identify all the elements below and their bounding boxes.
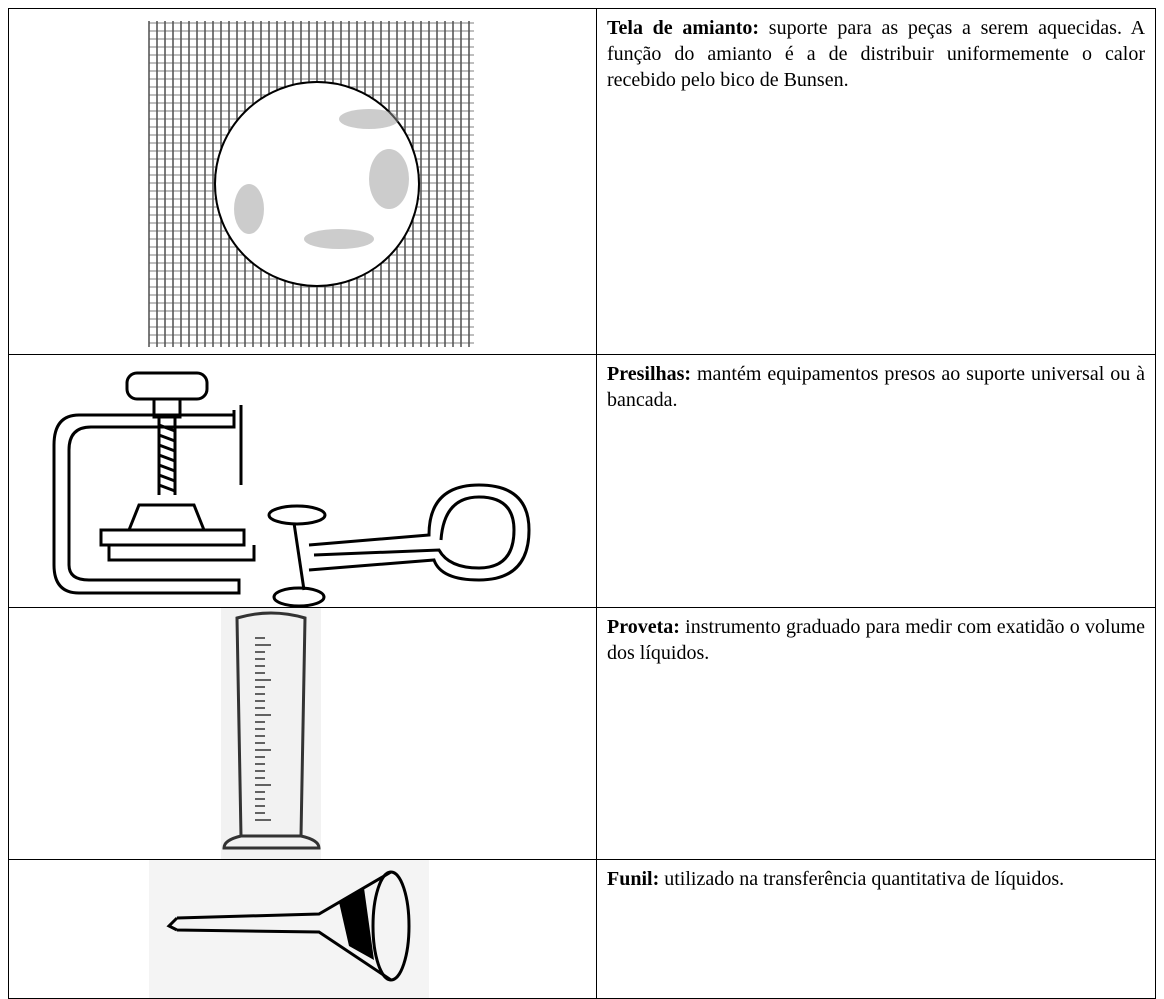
term: Proveta: <box>607 616 680 638</box>
description: instrumento graduado para medir com exat… <box>607 616 1145 664</box>
graduated-cylinder-illustration <box>221 608 321 859</box>
image-cell <box>8 354 597 608</box>
term: Presilhas: <box>607 363 692 385</box>
text-cell: Funil: utilizado na transferência quanti… <box>596 859 1156 999</box>
drawing-stroke <box>339 109 399 129</box>
image-cell <box>8 859 597 999</box>
text-cell: Proveta: instrumento graduado para medir… <box>596 607 1156 860</box>
term: Funil: <box>607 868 660 890</box>
description: utilizado na transferência quantitativa … <box>664 868 1065 890</box>
term: Tela de amianto: <box>607 17 760 39</box>
funnel-illustration <box>149 860 429 998</box>
description: suporte para as peças a serem aquecidas.… <box>607 17 1146 91</box>
image-cell <box>8 607 597 860</box>
wire-gauze-illustration <box>148 21 474 347</box>
image-cell <box>8 8 597 355</box>
row: Presilhas: mantém equipamentos presos ao… <box>8 354 1156 608</box>
row: Funil: utilizado na transferência quanti… <box>8 859 1156 999</box>
drawing-stroke <box>304 229 374 249</box>
text-cell: Presilhas: mantém equipamentos presos ao… <box>596 354 1156 608</box>
text-cell: Tela de amianto: suporte para as peças a… <box>596 8 1156 355</box>
drawing-stroke <box>234 184 264 234</box>
description: mantém equipamentos presos ao suporte un… <box>607 363 1145 411</box>
row: Proveta: instrumento graduado para medir… <box>8 607 1156 860</box>
row: Tela de amianto: suporte para as peças a… <box>8 8 1156 355</box>
drawing-stroke <box>369 149 409 209</box>
clamp-illustration <box>52 371 531 607</box>
equipment-table: Tela de amianto: suporte para as peças a… <box>8 8 1156 999</box>
